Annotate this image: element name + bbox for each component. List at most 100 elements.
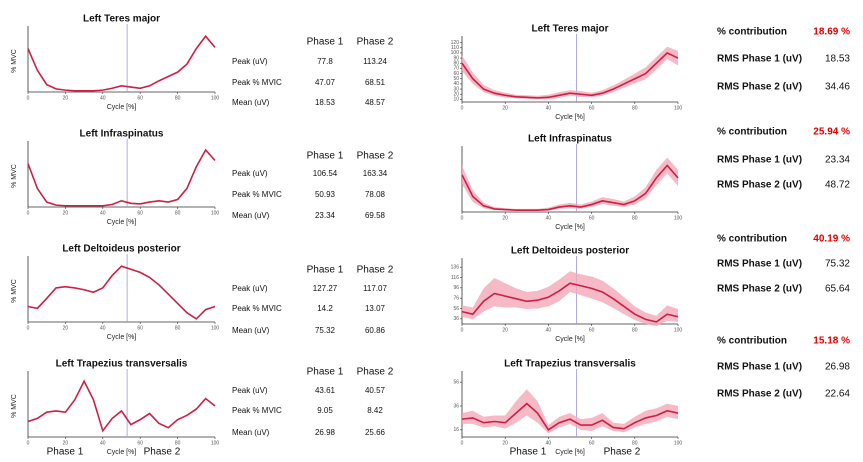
rms-value: 26.98 (825, 362, 850, 373)
column-header: Phase 1 (307, 151, 344, 162)
row-label: Peak % MVIC (232, 190, 282, 199)
chart-title: Left Deltoideus posterior (62, 244, 180, 255)
x-axis-label: Cycle [%] (107, 449, 137, 456)
x-tick-label: 40 (100, 95, 106, 101)
x-tick-label: 100 (211, 325, 220, 331)
x-axis-label: Cycle [%] (107, 104, 137, 111)
sd-band (462, 157, 678, 211)
line (27, 148, 216, 207)
y-tick-label: 96 (453, 285, 459, 291)
row-label: Mean (uV) (232, 98, 270, 107)
column-header: Phase 1 (307, 37, 344, 48)
rms-value: 48.72 (825, 180, 850, 191)
x-tick-label: 20 (502, 440, 508, 446)
row-label: Peak % MVIC (232, 406, 282, 415)
contribution-value: 25.94 % (813, 127, 850, 138)
row-label: Peak % MVIC (232, 78, 282, 87)
y-tick-label: 90 (453, 55, 459, 61)
chart-title: Left Infraspinatus (528, 134, 612, 145)
table-value: 78.08 (365, 190, 386, 199)
rms-value: 18.53 (825, 54, 850, 65)
x-tick-label: 40 (100, 210, 106, 216)
sd-band (462, 271, 678, 327)
x-tick-label: 0 (461, 327, 464, 333)
table-value: 8.42 (367, 406, 383, 415)
x-tick-label: 0 (461, 440, 464, 446)
x-tick-label: 0 (461, 215, 464, 221)
column-header: Phase 2 (357, 367, 394, 378)
x-tick-label: 20 (502, 215, 508, 221)
y-tick-label: 30 (453, 86, 459, 92)
x-tick-label: 20 (63, 440, 69, 446)
x-tick-label: 0 (27, 210, 30, 216)
rms-value: 75.32 (825, 259, 850, 270)
x-tick-label: 40 (546, 440, 552, 446)
x-tick-label: 60 (137, 325, 143, 331)
y-axis-label: % MVC (11, 394, 18, 418)
footer-label: Phase 1 (510, 447, 547, 458)
sd-band (462, 389, 678, 434)
y-axis-label: % MVC (11, 49, 18, 73)
row-label: RMS Phase 2 (uV) (717, 82, 802, 93)
row-label: % contribution (717, 336, 787, 347)
rms-value: 22.64 (825, 389, 850, 400)
x-tick-label: 80 (175, 95, 181, 101)
x-tick-label: 80 (175, 440, 181, 446)
x-tick-label: 60 (137, 440, 143, 446)
chart-title: Left Infraspinatus (80, 129, 164, 140)
table-value: 69.58 (365, 211, 386, 220)
chart-title: Left Teres major (83, 14, 160, 25)
x-axis-label: Cycle [%] (555, 224, 585, 231)
y-tick-label: 16 (453, 427, 459, 433)
y-tick-label: 56 (453, 379, 459, 385)
line (27, 34, 216, 92)
y-tick-label: 70 (453, 66, 459, 72)
x-tick-label: 100 (211, 210, 220, 216)
column-header: Phase 2 (357, 265, 394, 276)
line (461, 282, 679, 323)
x-tick-label: 0 (27, 325, 30, 331)
table-value: 75.32 (315, 326, 336, 335)
chart-title: Left Deltoideus posterior (511, 246, 629, 257)
table-value: 47.07 (315, 78, 336, 87)
row-label: % contribution (717, 127, 787, 138)
table-value: 113.24 (363, 57, 387, 66)
y-tick-label: 36 (453, 316, 459, 322)
x-axis-label: Cycle [%] (107, 219, 137, 226)
y-tick-label: 136 (451, 264, 460, 270)
x-tick-label: 0 (27, 440, 30, 446)
chart-title: Left Trapezius transversalis (504, 359, 636, 370)
x-tick-label: 100 (211, 440, 220, 446)
y-tick-label: 10 (453, 97, 459, 103)
x-tick-label: 40 (546, 105, 552, 111)
table-value: 48.57 (365, 98, 386, 107)
line (461, 164, 679, 211)
y-axis-label: % MVC (11, 164, 18, 188)
x-tick-label: 80 (632, 440, 638, 446)
table-value: 26.98 (315, 428, 336, 437)
y-tick-label: 50 (453, 76, 459, 82)
x-tick-label: 80 (175, 325, 181, 331)
table-value: 163.34 (363, 169, 388, 178)
y-tick-label: 56 (453, 306, 459, 312)
footer-label: Phase 1 (47, 447, 84, 458)
table-value: 106.54 (313, 169, 338, 178)
footer-label: Phase 2 (144, 447, 181, 458)
row-label: Mean (uV) (232, 326, 270, 335)
x-tick-label: 60 (137, 95, 143, 101)
x-axis-label: Cycle [%] (555, 336, 585, 343)
x-tick-label: 40 (100, 325, 106, 331)
chart-title: Left Trapezius transversalis (56, 359, 188, 370)
table-value: 13.07 (365, 304, 386, 313)
rms-value: 65.64 (825, 284, 850, 295)
y-tick-label: 80 (453, 61, 459, 67)
x-axis-label: Cycle [%] (555, 114, 585, 121)
y-tick-label: 60 (453, 71, 459, 77)
row-label: Mean (uV) (232, 211, 270, 220)
rms-value: 23.34 (825, 155, 850, 166)
row-label: Peak % MVIC (232, 304, 282, 313)
x-tick-label: 0 (461, 105, 464, 111)
x-axis-label: Cycle [%] (555, 449, 585, 456)
y-axis-label: % MVC (11, 279, 18, 303)
